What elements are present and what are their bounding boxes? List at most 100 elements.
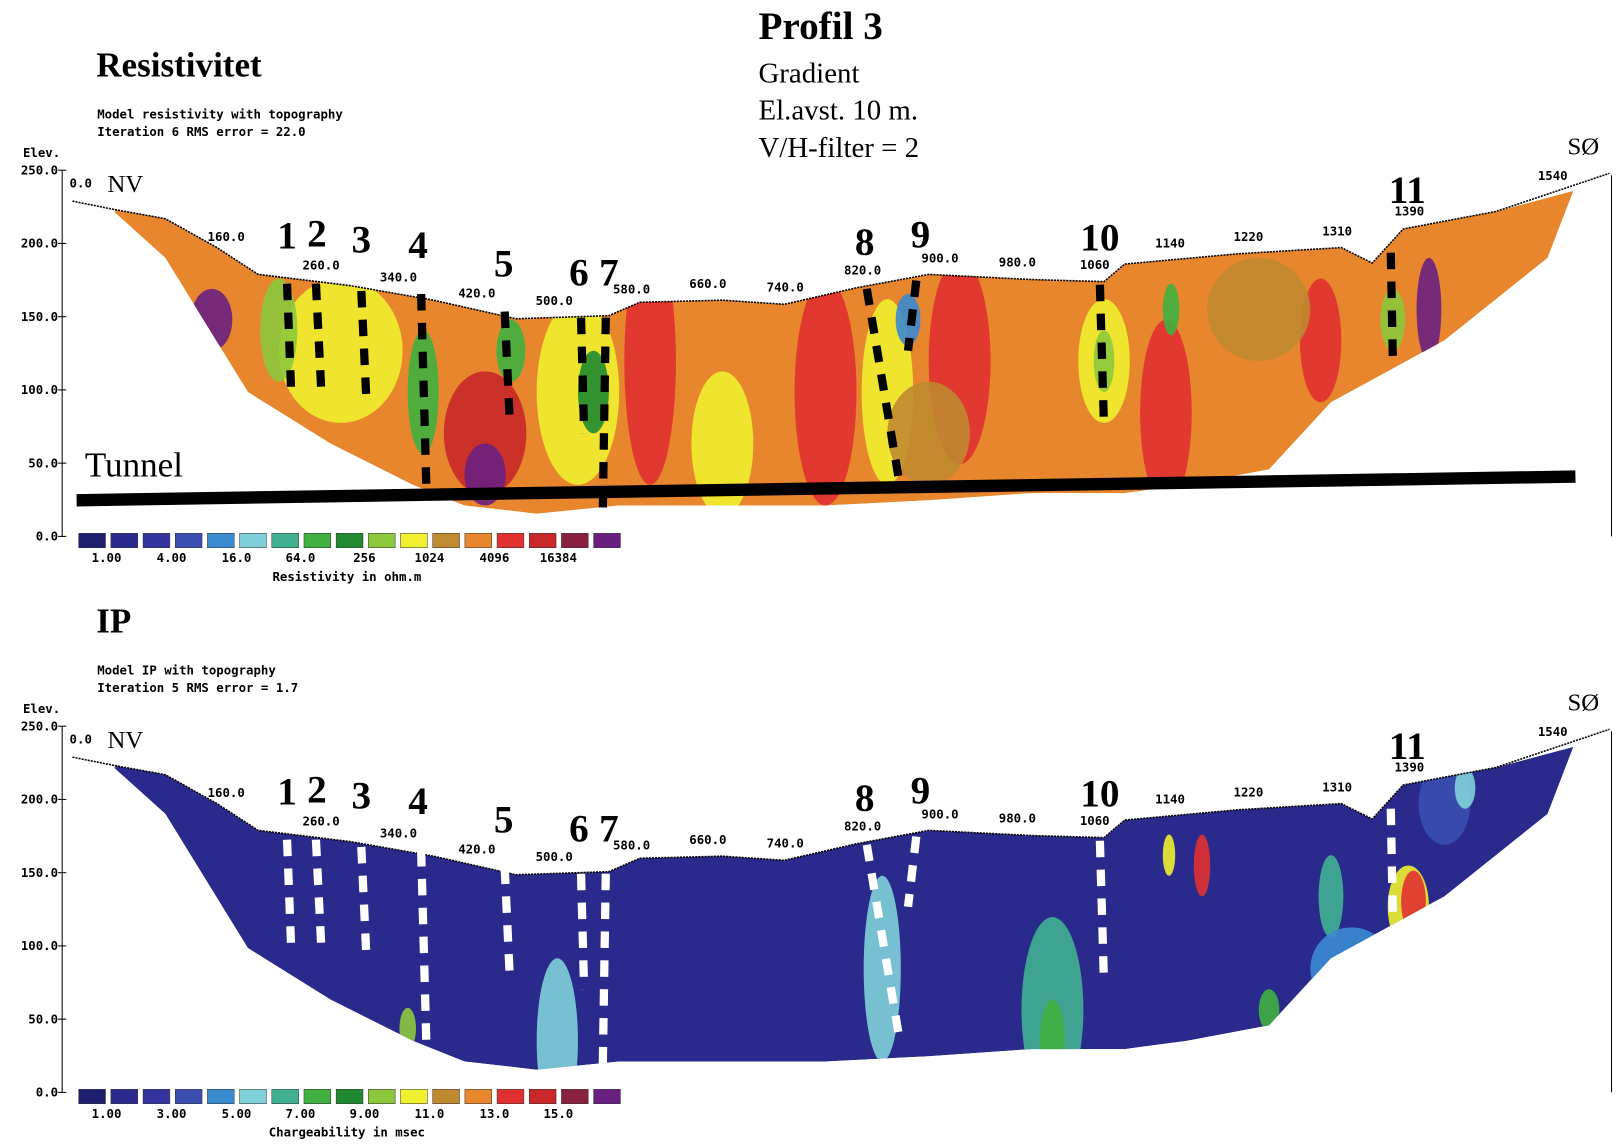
colorbar-label: 9.00: [350, 1107, 380, 1121]
colorbar-swatch: [335, 533, 364, 549]
colorbar-swatch: [303, 1089, 332, 1104]
colorbar-label: 4096: [480, 551, 510, 565]
zone-line: [862, 288, 904, 486]
colorbar-swatch: [207, 1089, 235, 1104]
section: [113, 746, 1574, 1070]
y-tick-label: 250.0: [21, 163, 58, 177]
distance-label: 740.0: [767, 281, 804, 295]
contour-blob: [191, 288, 233, 351]
colorbar-swatch: [593, 1089, 621, 1104]
distance-label: 1540: [1538, 725, 1568, 739]
header-line: V/H-filter = 2: [758, 132, 919, 164]
distance-label: 260.0: [302, 259, 339, 273]
zone-marker: 5: [494, 798, 514, 841]
zone-line: [576, 317, 589, 434]
colorbar-swatch: [432, 1089, 460, 1104]
colorbar-swatch: [239, 533, 267, 549]
zone-marker: 6: [569, 808, 589, 851]
y-tick-label: 50.0: [28, 456, 58, 470]
y-tick-label: 0.0: [36, 1086, 58, 1100]
zone-line: [500, 867, 514, 980]
colorbar-swatch: [400, 1089, 428, 1104]
distance-label: 660.0: [689, 833, 726, 847]
distance-label: 580.0: [613, 838, 650, 852]
contour-blob: [691, 371, 754, 514]
colorbar-swatch: [110, 1089, 138, 1104]
contour-blob: [278, 278, 403, 423]
zone-line: [282, 839, 296, 949]
zone-marker: 8: [855, 777, 875, 820]
y-tick-label: 200.0: [21, 237, 58, 251]
zone-line: [417, 849, 431, 1041]
colorbar-swatch: [142, 533, 171, 549]
distance-label: 980.0: [999, 811, 1036, 825]
colorbar-label: 1024: [415, 551, 445, 565]
zone-line: [1386, 808, 1397, 918]
model-info: Model IP with topography: [97, 664, 276, 678]
distance-label: 1390: [1394, 204, 1424, 218]
y-tick-label: 0.0: [36, 530, 58, 544]
colorbar-swatch: [142, 1089, 171, 1104]
distance-label: 1220: [1234, 230, 1264, 244]
zone-line: [862, 844, 904, 1042]
elev-label: Elev.: [23, 702, 60, 716]
panel: IP Model IP with topography Iteration 5 RM…: [21, 601, 1613, 1140]
contour-blob: [1162, 283, 1180, 336]
colorbar-swatch: [496, 533, 525, 549]
tunnel-label: Tunnel: [85, 446, 183, 485]
distance-label: 1390: [1394, 760, 1424, 774]
distance-label: 1220: [1234, 786, 1264, 800]
y-tick-label: 100.0: [21, 383, 58, 397]
zone-line: [357, 290, 371, 403]
section: [113, 190, 1574, 514]
zone-marker: 3: [352, 775, 372, 818]
distance-label: 580.0: [613, 282, 650, 296]
contour-blob: [1193, 834, 1211, 897]
colorbar-swatch: [561, 533, 589, 549]
distance-label: 660.0: [689, 277, 726, 291]
contour-blob: [399, 1007, 416, 1050]
distance-label: 900.0: [921, 808, 958, 822]
zone-marker: 9: [911, 214, 931, 257]
distance-label: 500.0: [536, 294, 573, 308]
panel-title: IP: [96, 601, 131, 640]
colorbar-swatch: [528, 533, 557, 549]
colorbar-label: 256: [353, 551, 375, 565]
distance-label: 1140: [1155, 237, 1185, 251]
contour-blob: [863, 875, 901, 1062]
elev-label: Elev.: [23, 146, 60, 160]
distance-label: 500.0: [536, 850, 573, 864]
colorbar-swatch: [174, 533, 203, 549]
contour-blob: [1318, 855, 1344, 938]
distance-label: 1060: [1080, 814, 1110, 828]
colorbar-swatch: [271, 533, 299, 549]
contour-blob: [1040, 999, 1065, 1070]
direction-label: NV: [108, 171, 144, 198]
colorbar-swatch: [561, 1089, 589, 1104]
colorbar-label: 1.00: [92, 551, 122, 565]
section-fill: [113, 746, 1574, 1070]
contour-blob: [1454, 767, 1476, 809]
distance-label: 1310: [1322, 224, 1352, 238]
y-tick-label: 150.0: [21, 866, 58, 880]
zone-line: [417, 293, 431, 485]
colorbar-swatch: [303, 533, 332, 549]
distance-label: 340.0: [380, 271, 417, 285]
zone-marker: 4: [408, 224, 428, 267]
colorbar-swatch: [174, 1089, 203, 1104]
distance-label: 980.0: [999, 255, 1036, 269]
colorbar-swatch: [239, 1089, 267, 1104]
zone-marker: 1: [277, 215, 297, 258]
contour-blob: [1162, 834, 1176, 876]
zone-line: [1386, 252, 1397, 362]
contour-blob: [1207, 257, 1311, 362]
distance-label: 900.0: [921, 252, 958, 266]
y-tick-label: 100.0: [21, 939, 58, 953]
colorbar-swatch: [496, 1089, 525, 1104]
header-line: El.avst. 10 m.: [758, 95, 918, 127]
colorbar-label: 5.00: [222, 1107, 252, 1121]
tunnel-line: [76, 470, 1576, 507]
distance-label: 1310: [1322, 780, 1352, 794]
colorbar-swatch: [335, 1089, 364, 1104]
